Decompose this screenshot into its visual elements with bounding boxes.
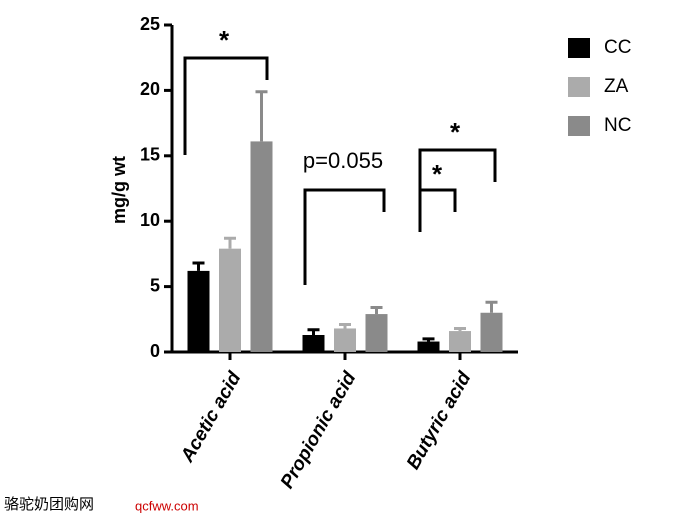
annotation: *	[219, 25, 230, 55]
bar	[334, 328, 356, 352]
bar	[302, 334, 325, 352]
y-tick-label: 20	[140, 79, 160, 99]
error-bar	[255, 90, 268, 142]
y-tick-label: 25	[140, 14, 160, 34]
bracket	[420, 188, 457, 212]
bracket	[303, 188, 386, 285]
error-bar	[224, 236, 236, 249]
y-axis-label: mg/g wt	[109, 156, 129, 224]
bar	[417, 341, 440, 352]
x-tick-label: Butyric acid	[403, 368, 476, 473]
y-tick-label: 5	[150, 275, 160, 295]
watermark-url: qcfww.com	[135, 498, 199, 513]
bar	[480, 312, 503, 352]
y-tick-label: 15	[140, 145, 160, 165]
bracket	[183, 56, 269, 155]
x-tick-label: Propionic acid	[277, 368, 361, 492]
y-tick-label: 10	[140, 210, 160, 230]
legend-label: ZA	[604, 76, 629, 97]
bar	[365, 314, 388, 352]
legend-swatch	[568, 38, 590, 58]
error-bar	[485, 300, 498, 313]
bar	[449, 331, 471, 352]
y-tick-label: 0	[150, 341, 160, 361]
error-bar	[339, 323, 351, 329]
annotation: p=0.055	[303, 148, 383, 173]
significance-brackets	[183, 56, 497, 285]
legend-label: CC	[604, 37, 631, 58]
bar	[219, 248, 241, 352]
error-bar	[307, 328, 320, 335]
legend-label: NC	[604, 115, 631, 136]
annotation: *	[450, 117, 461, 147]
bar	[250, 141, 273, 352]
legend-swatch	[568, 77, 590, 97]
bar	[187, 270, 210, 352]
annotation: *	[432, 159, 443, 189]
watermark: 骆驼奶团购网	[4, 496, 94, 513]
error-bar	[454, 326, 466, 332]
x-tick-label: Acetic acid	[177, 368, 246, 467]
error-bar	[192, 261, 205, 271]
error-bar	[422, 337, 435, 342]
legend-swatch	[568, 116, 590, 136]
error-bar	[370, 306, 383, 315]
